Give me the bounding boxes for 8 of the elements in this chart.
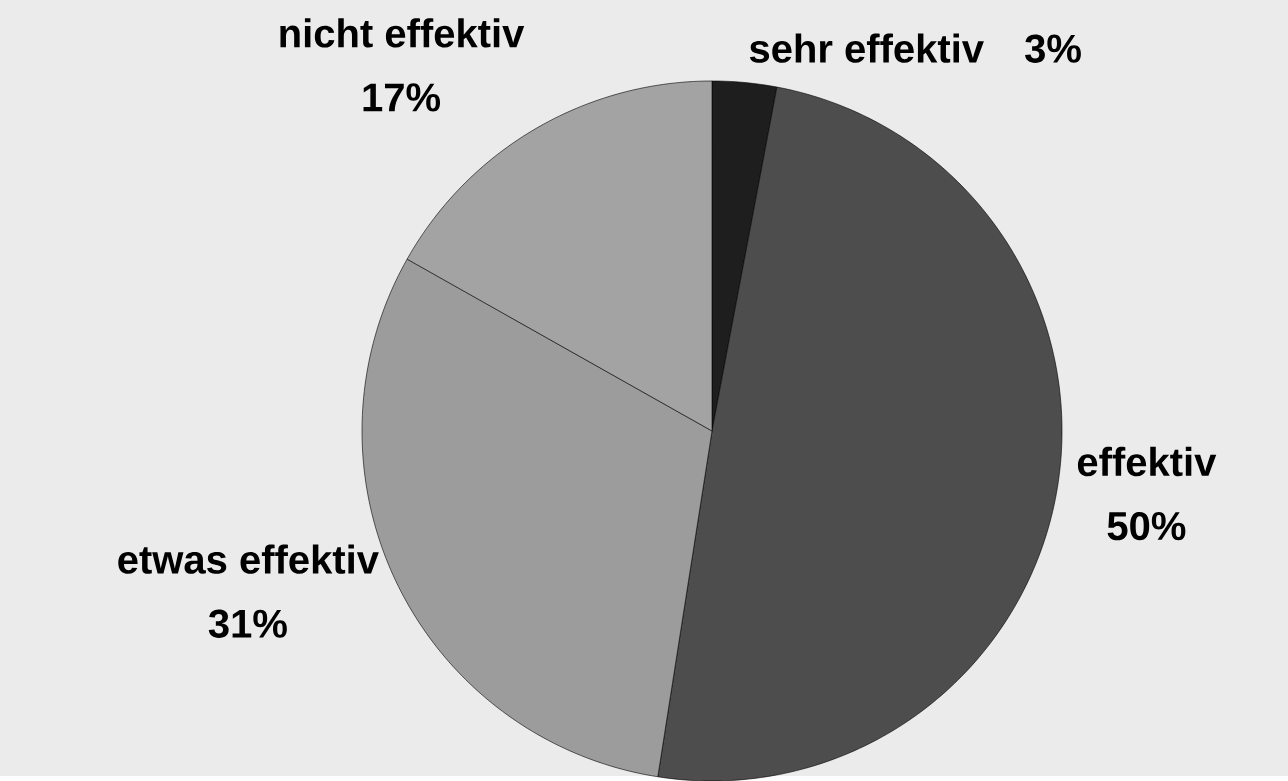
data-label: 3% [1025, 34, 1081, 63]
slice-label: etwas effektiv [118, 544, 379, 574]
data-label: 31% [208, 609, 287, 638]
slice-label: effektiv [1077, 446, 1217, 477]
data-label: 17% [363, 83, 441, 112]
data-label: 50% [1107, 511, 1186, 541]
slice-label: sehr effektiv [749, 33, 984, 63]
slice-label: nicht effektiv [280, 18, 525, 48]
